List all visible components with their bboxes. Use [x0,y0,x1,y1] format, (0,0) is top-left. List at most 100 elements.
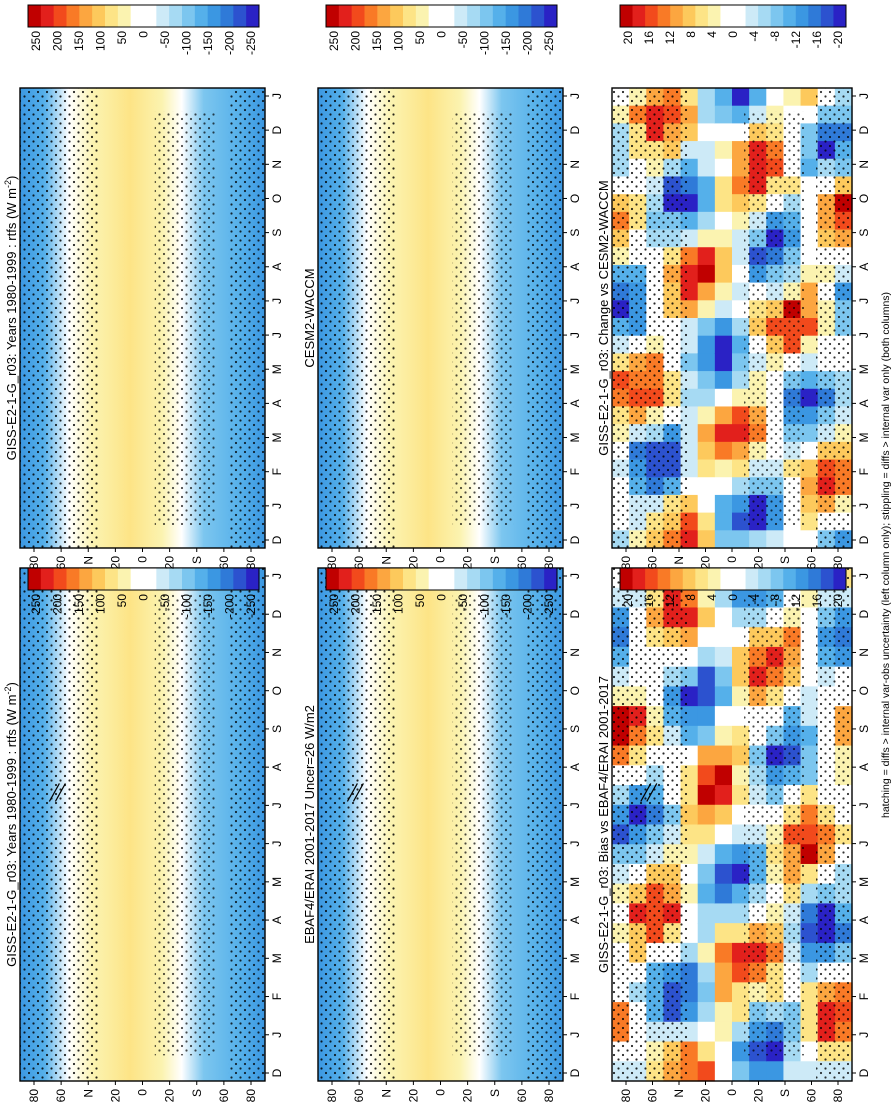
colorbar-swatch [518,5,532,27]
colorbar-swatch [40,568,55,590]
colorbar-swatch [720,568,734,590]
heatmap-cell [714,353,733,372]
colorbar-swatch [246,5,260,27]
heatmap-cell [800,804,819,826]
month-tick-label: S [270,229,284,237]
colorbar-frame [619,567,847,591]
month-tick-label: M [568,953,582,963]
heatmap-cell [800,494,819,514]
colorbar-label: -150 [201,594,215,618]
heatmap-cell [800,666,819,687]
colorbar-frame [325,567,558,591]
heatmap-cell [714,371,733,390]
lat-tick-label: 80 [619,556,633,570]
month-tick-label: O [857,194,871,203]
colorbar-swatch [682,568,696,590]
lat-tick-label: S [488,556,502,564]
lat-tick-label: 80 [27,556,41,570]
heatmap-cell [697,982,716,1003]
colorbar-swatch [707,5,721,27]
colorbar-label: -150 [201,31,215,55]
heatmap-cell [766,88,785,107]
month-tick-label: J [270,332,284,338]
heatmap-cell [697,765,716,786]
month-tick-label: O [270,686,284,695]
colorbar-label: 8 [684,594,698,601]
heatmap-cell [697,706,716,727]
stippling-region [452,593,514,1056]
colorbar-label: 0 [435,31,449,38]
colorbar-swatch [795,5,809,27]
colorbar-label: -12 [789,594,803,612]
lat-tick-label: 20 [699,1089,713,1103]
month-tick-label: N [270,160,284,169]
colorbar-label: 200 [51,594,65,614]
heatmap-cell [714,229,733,248]
heatmap-cell [800,477,819,496]
heatmap-cell [697,371,716,390]
lat-tick-label: N [672,556,686,565]
heatmap-cell [714,824,733,845]
colorbar-swatch [820,5,834,27]
lat-tick-label: 60 [54,1089,68,1103]
heatmap-cell [714,863,733,885]
colorbar-label: 50 [413,594,427,608]
lat-tick-label: N [81,556,95,565]
hatching-mark [48,783,60,802]
colorbar-swatch [544,5,558,27]
colorbar-swatch [695,5,709,27]
colorbar-label: -50 [158,594,172,612]
colorbar-label: 200 [349,594,363,614]
heatmap-cell [800,459,819,478]
colorbar-label: 100 [392,31,406,51]
month-tick-label: M [568,877,582,887]
month-tick-label: O [857,686,871,695]
stippling-region [612,88,689,548]
colorbar-label: -200 [521,31,535,55]
heatmap-cell [714,424,733,443]
lat-tick-label: N [672,1089,686,1098]
lat-tick-label: 60 [646,556,660,570]
colorbar-swatch [143,568,157,590]
colorbar-label: 250 [29,594,43,614]
colorbar-label: 16 [642,31,656,45]
colorbar-swatch [246,568,260,590]
colorbar-swatch [390,568,404,590]
colorbar-swatch [645,568,659,590]
colorbar-swatch [808,568,822,590]
month-tick-label: J [270,573,284,579]
month-tick-label: O [568,194,582,203]
heatmap-cell [800,406,819,425]
heatmap-cell [714,530,733,549]
colorbar-swatch [808,5,822,27]
colorbar-swatch [364,5,378,27]
heatmap-cell [800,282,819,301]
colorbar-swatch [531,568,545,590]
heatmap-cell [697,264,716,284]
colorbar-swatch [518,568,532,590]
lat-tick-label: 20 [461,1089,475,1103]
colorbar-swatch [117,568,132,590]
month-tick-label: N [568,648,582,657]
month-tick-label: M [568,364,582,374]
month-tick-label: A [568,399,582,407]
colorbar-label: -16 [810,31,824,49]
colorbar-swatch [377,5,391,27]
colorbar-swatch [53,568,67,590]
heatmap-cell [783,88,802,107]
colorbar-swatch [833,5,847,27]
colorbar-swatch [467,5,481,27]
heatmap-cell [697,123,716,142]
heatmap-cell [697,282,716,301]
panel-title: GISS-E2-1-G_r03: Change vs CESM2-WACCM [596,180,611,455]
lat-tick-label: 20 [406,556,420,570]
heatmap-cell [714,666,733,687]
heatmap-cell [800,335,819,354]
heatmap-cell [800,530,819,549]
lat-tick-label: 20 [163,1089,177,1103]
heatmap-cell [800,211,819,231]
colorbar-label: -50 [456,31,470,49]
month-tick-label: J [568,573,582,579]
heatmap-cell [800,123,819,142]
